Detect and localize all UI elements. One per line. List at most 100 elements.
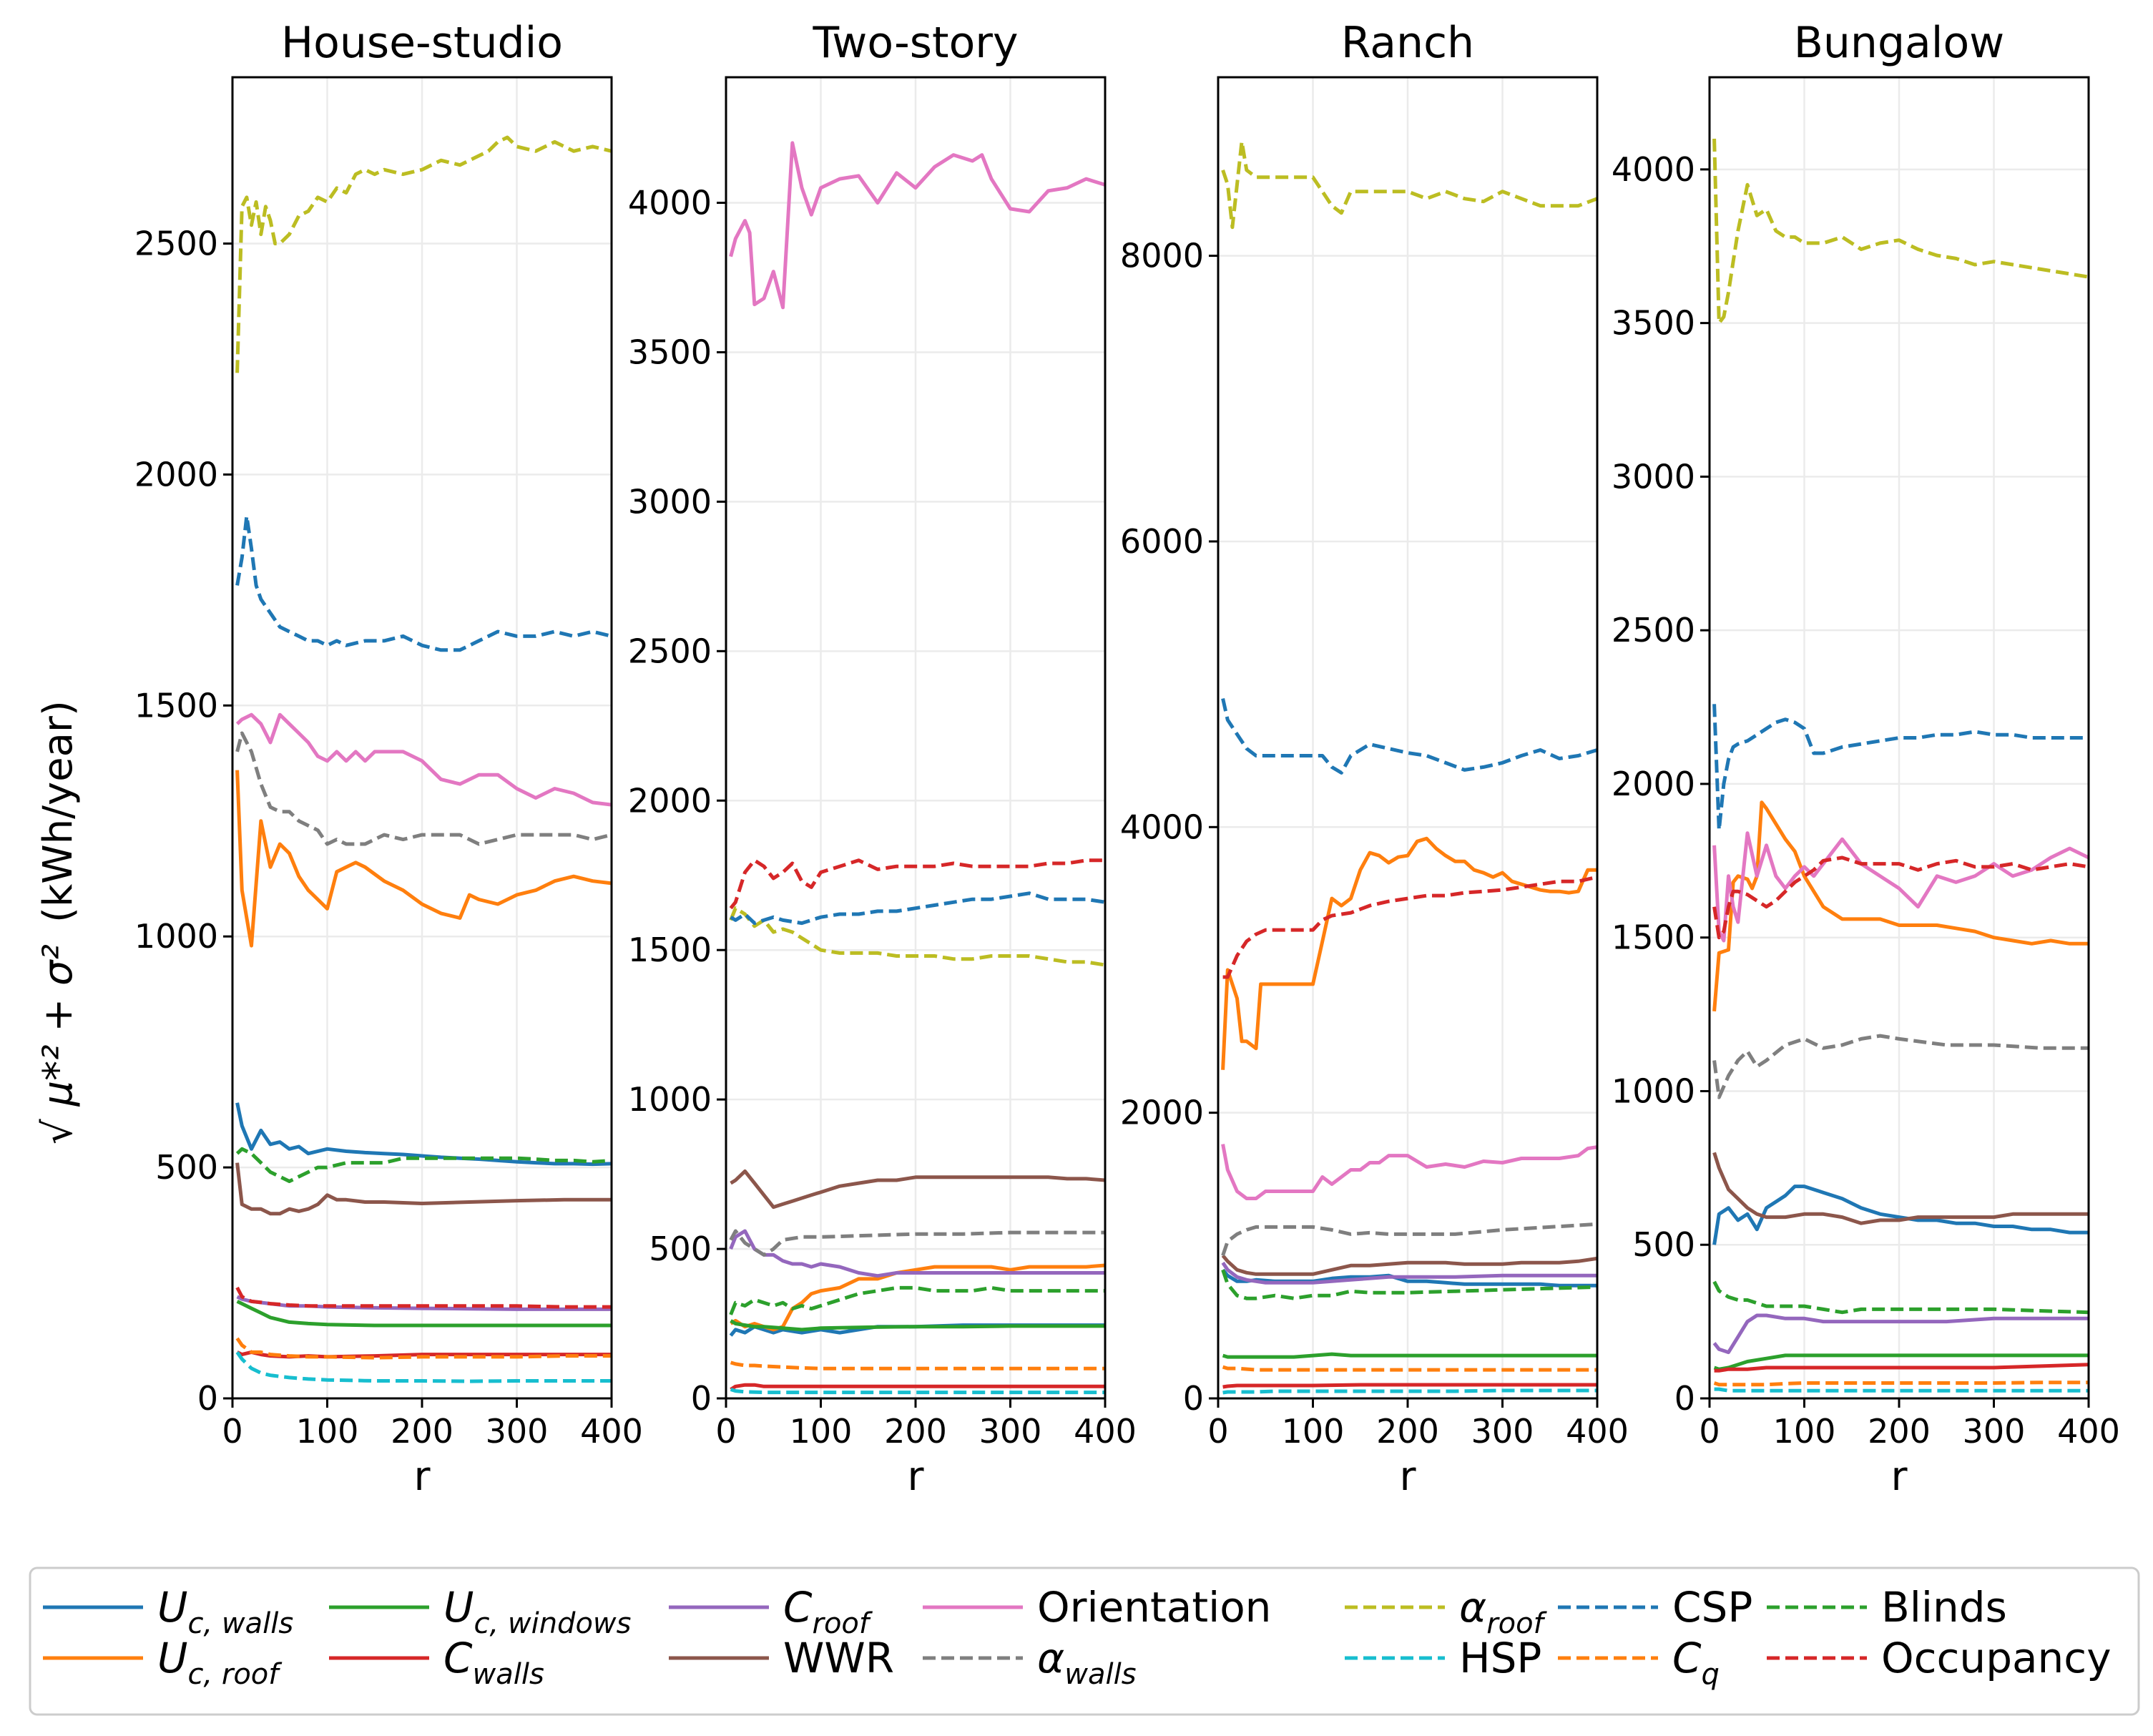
- y-tick-label: 3500: [628, 333, 712, 371]
- series-line-wwr: [1712, 1152, 2089, 1225]
- y-tick-label: 2500: [1612, 611, 1695, 649]
- y-axis-label-units: (kWh/year): [35, 700, 82, 923]
- series-line-c-walls: [730, 1383, 1105, 1391]
- y-tick-label: 500: [649, 1230, 712, 1268]
- y-tick-label: 1500: [134, 686, 218, 725]
- series-line-c-q: [1713, 1381, 2089, 1387]
- legend-frame: [29, 1566, 2140, 1716]
- x-axis-label: r: [907, 1453, 924, 1500]
- x-tick-label: 0: [715, 1412, 736, 1451]
- series-line-c-q: [1222, 1365, 1597, 1372]
- legend-entry-orientation: Orientation: [923, 1583, 1271, 1632]
- series-line-wwr: [235, 1162, 612, 1216]
- series-line-blinds: [1712, 1280, 2089, 1315]
- y-tick-label: 3000: [628, 482, 712, 521]
- legend-label: Cq: [1672, 1634, 1720, 1691]
- legend-entry-u-c-walls: Uc, walls: [43, 1583, 293, 1640]
- legend-label: Uc, roof: [157, 1634, 283, 1691]
- legend-label: Uc, windows: [443, 1583, 631, 1640]
- series-group: [1221, 139, 1597, 1395]
- x-tick-label: 300: [1471, 1412, 1534, 1451]
- y-tick-label: 4000: [1120, 808, 1204, 846]
- series-line-orientation: [729, 141, 1105, 310]
- x-tick-label: 400: [2057, 1412, 2120, 1451]
- x-tick-label: 200: [1376, 1412, 1439, 1451]
- subplot-two-story: 0 500 1000 1500 2000 2500 3000 3500 4000 0 100 200 3…: [628, 18, 1137, 1500]
- y-axis-label-math: √ μ*² + σ²: [35, 944, 82, 1144]
- series-line-blinds: [729, 1285, 1105, 1315]
- legend-entry-wwr: WWR: [669, 1634, 894, 1682]
- legend-entry-walls: αwalls: [923, 1634, 1137, 1691]
- series-line-hsp: [1714, 1387, 2089, 1393]
- series-line-hsp: [235, 1350, 612, 1383]
- y-tick-label: 3500: [1612, 304, 1695, 343]
- y-tick-label: 0: [197, 1379, 218, 1418]
- series-line-csp: [1712, 704, 2089, 832]
- series-line-csp: [235, 514, 612, 652]
- y-tick-label: 1000: [1612, 1071, 1695, 1110]
- y-tick-label: 4000: [628, 184, 712, 222]
- legend-entry-c-q: Cq: [1558, 1634, 1720, 1691]
- series-line-wwr: [730, 1169, 1105, 1210]
- series-line-csp: [730, 891, 1105, 926]
- series-line-walls: [729, 1229, 1105, 1257]
- y-axis-label: √ μ*² + σ² (kWh/year): [35, 700, 82, 1144]
- y-tick-label: 2500: [134, 224, 218, 263]
- y-tick-label: 4000: [1612, 150, 1695, 189]
- y-tick-label: 0: [1674, 1379, 1695, 1418]
- series-line-roof: [1712, 138, 2089, 325]
- subplot-title: Bungalow: [1794, 18, 2005, 68]
- series-line-u-c-walls: [1712, 1185, 2089, 1245]
- y-tick-label: 6000: [1120, 522, 1204, 561]
- x-tick-label: 100: [790, 1412, 853, 1451]
- x-tick-label: 0: [1699, 1412, 1720, 1451]
- x-tick-label: 300: [979, 1412, 1042, 1451]
- y-tick-label: 0: [691, 1379, 712, 1418]
- x-tick-label: 100: [1773, 1412, 1836, 1451]
- series-group: [1712, 138, 2089, 1393]
- series-line-csp: [1221, 698, 1597, 775]
- legend-entry-hsp: HSP: [1345, 1634, 1541, 1682]
- legend-entry-u-c-windows: Uc, windows: [329, 1583, 631, 1640]
- legend-label: Croof: [783, 1583, 873, 1640]
- x-tick-label: 200: [884, 1412, 947, 1451]
- legend-label: Blinds: [1881, 1583, 2007, 1632]
- legend-entry-c-roof: Croof: [669, 1583, 873, 1640]
- series-line-roof: [729, 906, 1105, 967]
- legend-entry-csp: CSP: [1558, 1583, 1752, 1632]
- series-line-u-c-windows: [1222, 1352, 1597, 1359]
- y-tick-label: 500: [1632, 1225, 1695, 1264]
- series-line-walls: [1712, 1034, 2089, 1099]
- series-line-u-c-windows: [730, 1319, 1105, 1332]
- y-tick-label: 2000: [134, 455, 218, 494]
- series-line-u-c-roof: [235, 770, 612, 948]
- series-line-orientation: [1221, 1144, 1597, 1200]
- y-tick-label: 2000: [1120, 1094, 1204, 1132]
- legend-label: αroof: [1459, 1583, 1548, 1640]
- series-line-hsp: [730, 1388, 1105, 1395]
- series-line-u-c-windows: [1713, 1353, 2089, 1371]
- x-tick-label: 0: [1207, 1412, 1228, 1451]
- legend-entry-blinds: Blinds: [1767, 1583, 2007, 1632]
- x-axis-label: r: [413, 1453, 431, 1500]
- legend-label: Cwalls: [443, 1634, 544, 1691]
- x-axis-label: r: [1399, 1453, 1416, 1500]
- series-line-walls: [235, 731, 612, 846]
- series-group: [729, 141, 1105, 1395]
- subplot-house-studio: 0 500 1000 1500 2000 2500 0 100 200 300 400 House-s…: [134, 18, 643, 1500]
- series-line-occupancy: [729, 858, 1105, 910]
- x-tick-label: 100: [1282, 1412, 1345, 1451]
- series-line-hsp: [1222, 1388, 1597, 1395]
- x-tick-label: 0: [222, 1412, 242, 1451]
- subplot-title: House-studio: [281, 18, 563, 68]
- y-tick-label: 2500: [628, 632, 712, 670]
- subplot-title: Two-story: [813, 18, 1019, 68]
- series-line-occupancy: [1712, 855, 2089, 940]
- y-tick-label: 0: [1183, 1379, 1204, 1418]
- series-line-blinds: [1221, 1269, 1597, 1300]
- series-line-u-c-roof: [730, 1263, 1105, 1332]
- series-line-c-walls: [1222, 1383, 1597, 1389]
- series-line-c-walls: [1714, 1363, 2089, 1373]
